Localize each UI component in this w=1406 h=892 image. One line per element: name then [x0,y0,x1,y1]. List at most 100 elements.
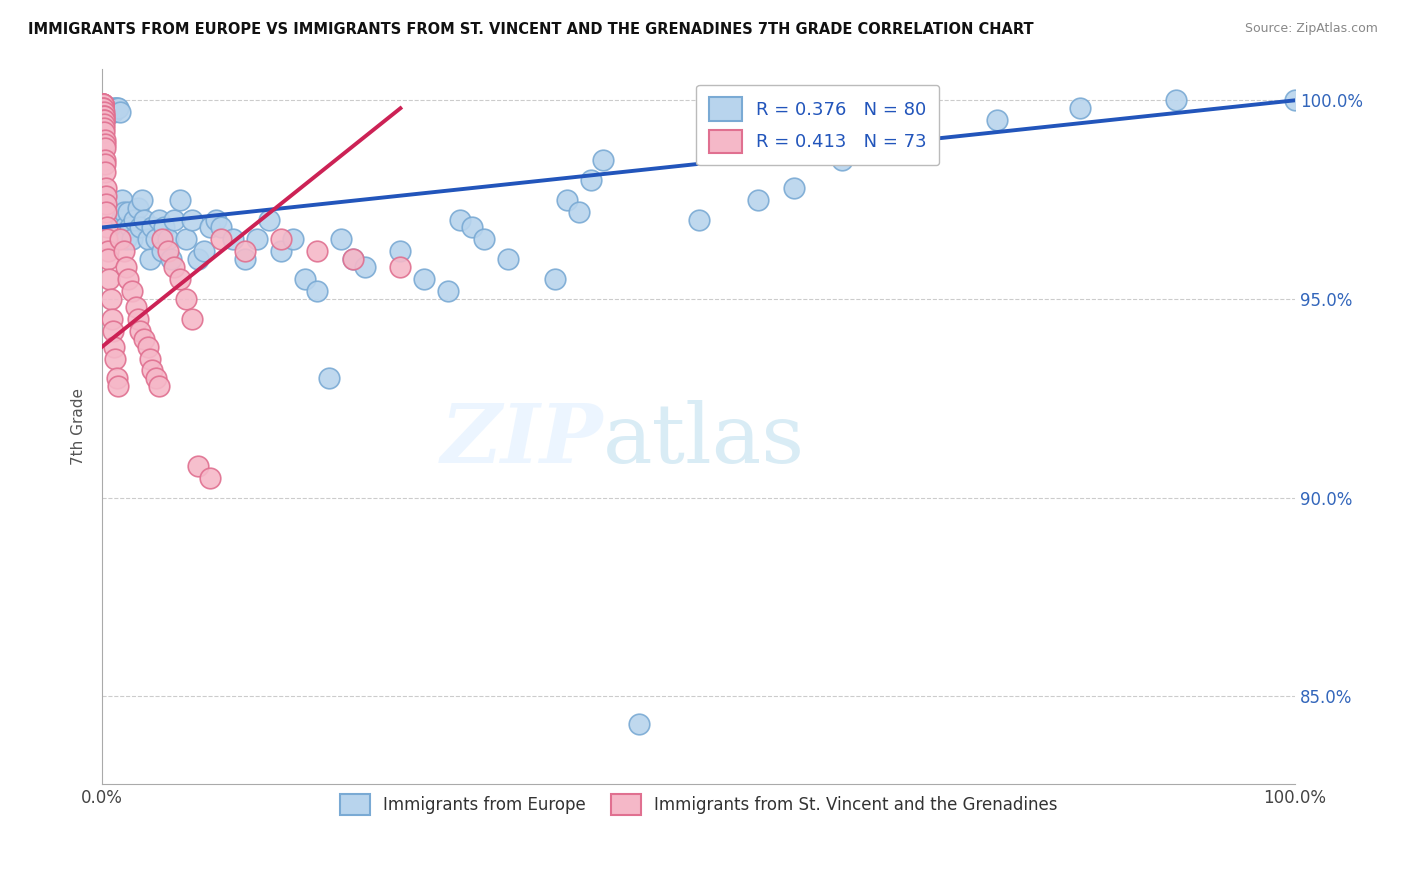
Point [97,244,120,259]
Point [136,340,159,354]
Point [581,173,603,187]
Point [148,379,170,393]
Point [93,109,115,123]
Point [105,371,128,385]
Point [156,244,179,259]
Point [100,292,122,306]
Point [91,105,114,120]
Point [108,232,131,246]
Point [94,101,117,115]
Point [98,101,121,115]
Point [139,252,162,267]
Point [91,97,114,112]
Point [174,232,197,246]
Point [169,193,191,207]
Point [107,101,129,115]
Point [98,101,121,115]
Point [145,371,167,385]
Point [94,141,117,155]
Point [94,180,117,194]
Point [270,232,292,246]
Point [94,165,117,179]
Point [235,244,257,259]
Point [688,212,710,227]
Point [93,105,115,120]
Point [153,220,176,235]
Point [105,101,128,115]
Point [100,105,122,120]
Point [118,220,141,235]
Point [150,244,173,259]
Point [866,141,889,155]
Point [117,204,139,219]
Point [94,157,117,171]
Point [198,471,221,485]
Point [986,113,1008,128]
Point [174,292,197,306]
Point [94,196,117,211]
Point [156,232,179,246]
Point [148,212,170,227]
Point [132,332,155,346]
Point [96,204,118,219]
Point [132,212,155,227]
Point [160,252,183,267]
Point [211,232,233,246]
Point [163,260,186,275]
Point [627,717,650,731]
Point [91,101,114,115]
Point [136,232,159,246]
Point [270,244,292,259]
Point [112,204,135,219]
Point [93,125,115,139]
Point [107,379,129,393]
Point [104,351,127,366]
Point [1164,93,1187,107]
Point [831,153,853,167]
Point [93,113,115,128]
Point [98,272,121,286]
Point [101,324,124,338]
Point [127,201,149,215]
Point [437,284,460,298]
Point [91,97,114,112]
Point [93,113,115,128]
Text: atlas: atlas [603,401,806,481]
Point [472,232,495,246]
Point [94,153,117,167]
Point [461,220,484,235]
Point [93,133,115,147]
Point [257,212,280,227]
Point [91,101,114,115]
Point [449,212,471,227]
Point [93,109,115,123]
Point [211,220,233,235]
Point [91,97,114,112]
Point [115,232,138,246]
Point [96,220,118,235]
Point [97,252,120,267]
Point [783,180,806,194]
Point [91,105,114,120]
Text: Source: ZipAtlas.com: Source: ZipAtlas.com [1244,22,1378,36]
Point [305,284,328,298]
Point [1284,93,1306,107]
Point [93,101,115,115]
Point [169,272,191,286]
Point [100,105,122,120]
Point [114,220,136,235]
Point [131,193,153,207]
Point [127,311,149,326]
Point [353,260,375,275]
Point [129,324,152,338]
Point [193,244,215,259]
Point [129,220,152,235]
Point [93,136,115,151]
Point [124,212,146,227]
Point [124,300,146,314]
Point [246,232,269,246]
Point [93,117,115,131]
Point [141,220,163,235]
Point [121,232,143,246]
Point [150,232,173,246]
